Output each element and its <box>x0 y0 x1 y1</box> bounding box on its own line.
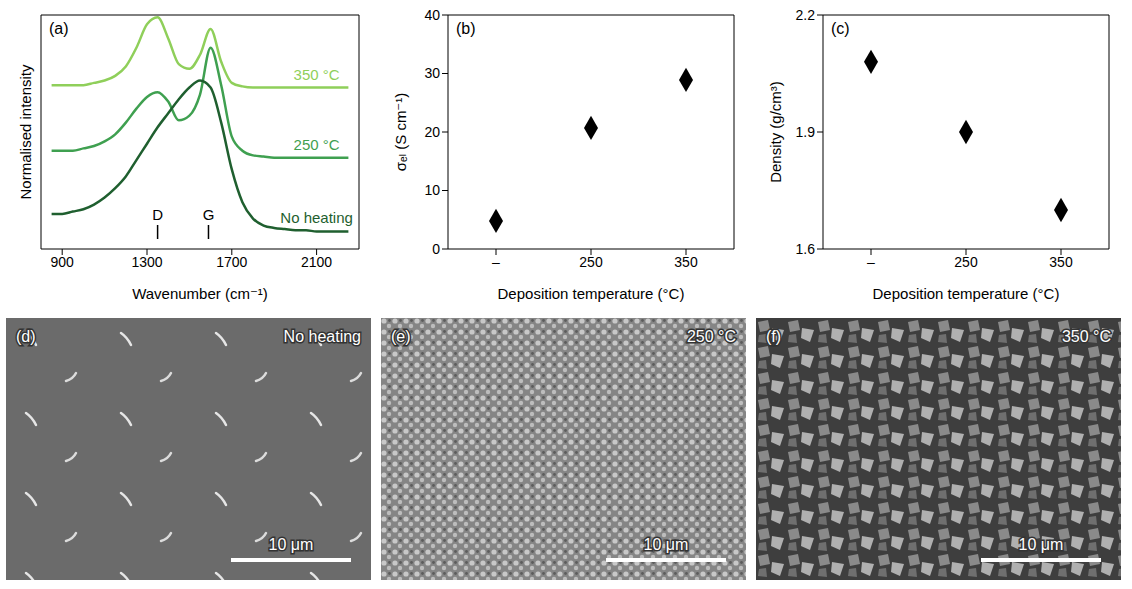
svg-text:2.2: 2.2 <box>796 7 816 23</box>
svg-text:10 μm: 10 μm <box>269 536 314 553</box>
svg-text:350 °C: 350 °C <box>1062 328 1111 345</box>
svg-text:No heating: No heating <box>284 328 361 345</box>
svg-text:1.6: 1.6 <box>796 241 816 257</box>
svg-text:10: 10 <box>424 182 440 198</box>
svg-text:–: – <box>492 254 500 270</box>
svg-text:250 °C: 250 °C <box>687 328 736 345</box>
svg-text:(d): (d) <box>16 328 36 345</box>
svg-text:350: 350 <box>674 254 698 270</box>
svg-text:1300: 1300 <box>131 254 162 270</box>
svg-text:10 μm: 10 μm <box>1019 536 1064 553</box>
svg-text:30: 30 <box>424 65 440 81</box>
svg-text:2100: 2100 <box>301 254 332 270</box>
svg-text:Deposition temperature (°C): Deposition temperature (°C) <box>498 285 685 302</box>
svg-text:350 °C: 350 °C <box>294 66 340 83</box>
svg-text:Deposition temperature (°C): Deposition temperature (°C) <box>873 285 1060 302</box>
svg-text:Density (g/cm³): Density (g/cm³) <box>767 81 784 183</box>
svg-text:Normalised intensity: Normalised intensity <box>17 64 34 200</box>
svg-text:250: 250 <box>954 254 978 270</box>
svg-text:900: 900 <box>51 254 75 270</box>
svg-text:250 °C: 250 °C <box>294 136 340 153</box>
svg-text:–: – <box>867 254 875 270</box>
svg-text:Wavenumber (cm⁻¹): Wavenumber (cm⁻¹) <box>132 285 268 302</box>
svg-text:(e): (e) <box>391 328 411 345</box>
svg-text:D: D <box>152 206 163 223</box>
svg-text:σₑₗ (S cm⁻¹): σₑₗ (S cm⁻¹) <box>392 93 409 172</box>
svg-text:350: 350 <box>1049 254 1073 270</box>
html-text:(c): (c) <box>831 20 850 37</box>
svg-text:250: 250 <box>579 254 603 270</box>
svg-text:1.9: 1.9 <box>796 124 816 140</box>
html-text:(a): (a) <box>49 20 69 37</box>
svg-text:0: 0 <box>432 241 440 257</box>
svg-text:No heating: No heating <box>280 209 353 226</box>
svg-text:40: 40 <box>424 7 440 23</box>
svg-text:G: G <box>203 206 215 223</box>
svg-text:(f): (f) <box>766 328 781 345</box>
html-text:(b): (b) <box>456 20 476 37</box>
svg-text:20: 20 <box>424 124 440 140</box>
svg-text:10 μm: 10 μm <box>644 536 689 553</box>
svg-text:1700: 1700 <box>216 254 247 270</box>
